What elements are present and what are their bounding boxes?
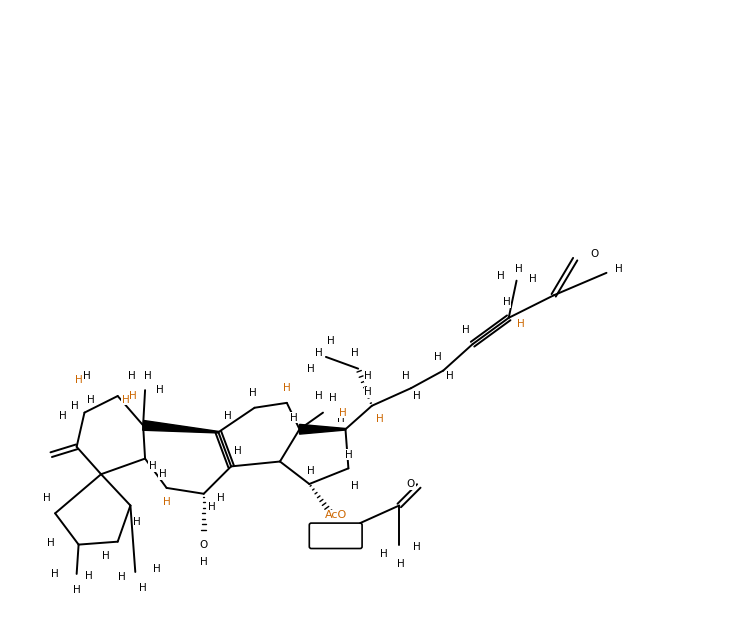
Text: H: H xyxy=(208,503,215,513)
Text: H: H xyxy=(75,375,83,386)
Text: H: H xyxy=(435,352,442,362)
Text: H: H xyxy=(413,542,421,552)
Text: H: H xyxy=(224,410,232,420)
Text: O: O xyxy=(200,540,208,550)
Text: H: H xyxy=(43,493,51,503)
Text: H: H xyxy=(130,391,137,401)
Text: H: H xyxy=(376,415,384,425)
Polygon shape xyxy=(299,425,346,434)
Text: O: O xyxy=(407,479,415,489)
Text: H: H xyxy=(102,552,110,561)
Text: H: H xyxy=(156,385,164,395)
Text: H: H xyxy=(163,496,171,506)
Text: H: H xyxy=(329,393,337,403)
Text: H: H xyxy=(133,517,141,527)
Text: H: H xyxy=(517,319,524,329)
Text: H: H xyxy=(397,559,405,569)
Text: H: H xyxy=(515,264,523,274)
Text: H: H xyxy=(72,584,81,595)
Text: H: H xyxy=(364,371,372,381)
Text: H: H xyxy=(200,557,208,567)
Text: H: H xyxy=(364,387,372,397)
Text: H: H xyxy=(122,395,130,405)
Text: H: H xyxy=(84,571,92,581)
Text: H: H xyxy=(129,371,136,381)
Text: H: H xyxy=(503,297,511,307)
Text: O: O xyxy=(591,249,599,259)
Text: H: H xyxy=(234,446,242,456)
Text: H: H xyxy=(118,572,125,582)
Text: H: H xyxy=(315,348,323,358)
Text: H: H xyxy=(290,412,297,423)
Text: H: H xyxy=(149,461,157,472)
Text: H: H xyxy=(59,410,67,420)
Text: H: H xyxy=(447,371,454,381)
Text: H: H xyxy=(71,400,78,411)
Text: H: H xyxy=(351,348,359,358)
Polygon shape xyxy=(143,420,218,433)
Text: H: H xyxy=(144,371,152,381)
Text: H: H xyxy=(153,564,161,574)
Text: H: H xyxy=(327,336,335,346)
Text: H: H xyxy=(159,469,167,479)
Text: H: H xyxy=(249,388,256,398)
Text: H: H xyxy=(315,391,323,401)
Text: H: H xyxy=(283,383,291,393)
Text: H: H xyxy=(87,395,95,405)
Text: H: H xyxy=(139,582,147,592)
Text: H: H xyxy=(616,264,623,274)
Text: H: H xyxy=(497,271,505,281)
Text: H: H xyxy=(345,449,352,460)
Text: H: H xyxy=(217,493,225,503)
Text: H: H xyxy=(83,371,90,381)
Text: AcO: AcO xyxy=(324,510,347,521)
Text: H: H xyxy=(337,415,345,425)
Text: H: H xyxy=(380,550,387,560)
Text: H: H xyxy=(462,324,470,334)
Text: H: H xyxy=(51,569,59,579)
Text: H: H xyxy=(48,538,55,548)
Text: H: H xyxy=(339,408,346,418)
Text: H: H xyxy=(529,274,537,284)
Text: H: H xyxy=(307,466,315,476)
Text: H: H xyxy=(402,371,410,381)
Text: H: H xyxy=(413,391,421,401)
Text: H: H xyxy=(351,481,359,491)
Text: H: H xyxy=(307,363,315,374)
